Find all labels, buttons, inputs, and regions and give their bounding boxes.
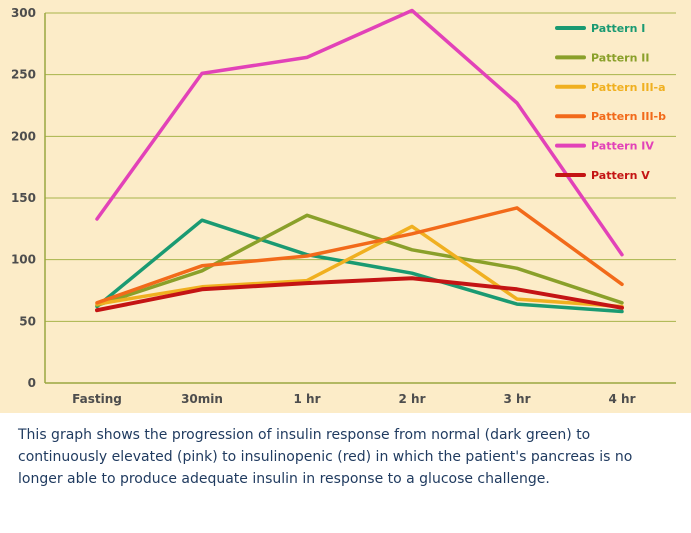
- series-line-pattern-iii-a: [95, 224, 624, 309]
- y-tick-label: 200: [11, 129, 36, 143]
- x-tick-label: 2 hr: [399, 392, 426, 406]
- series-layer: [95, 8, 624, 314]
- series-line-pattern-ii: [95, 213, 624, 308]
- series-line-pattern-v: [95, 276, 624, 313]
- legend-label: Pattern III-b: [591, 110, 666, 123]
- legend-label: Pattern I: [591, 22, 645, 35]
- legend-label: Pattern II: [591, 51, 649, 64]
- series-line-pattern-iv: [95, 8, 624, 257]
- x-tick-label: 4 hr: [609, 392, 636, 406]
- x-tick-label: Fasting: [72, 392, 122, 406]
- y-tick-label: 50: [19, 314, 36, 328]
- y-tick-label: 300: [11, 6, 36, 20]
- grid-layer: [45, 12, 676, 322]
- axis-layer: 0 50 100 150 200 250 300 Fasting 30min 1 hr 2 hr 3 …: [11, 6, 676, 406]
- chart-caption: This graph shows the progression of insu…: [18, 427, 633, 487]
- x-tick-label: 30min: [181, 392, 223, 406]
- y-tick-label: 100: [11, 253, 36, 267]
- legend-label: Pattern III-a: [591, 81, 666, 94]
- y-tick-label: 150: [11, 191, 36, 205]
- insulin-response-chart: 0 50 100 150 200 250 300 Fasting 30min 1 hr 2 hr 3 …: [11, 6, 676, 406]
- y-tick-label: 0: [28, 376, 36, 390]
- chart-panel: 0 50 100 150 200 250 300 Fasting 30min 1 hr 2 hr 3 …: [0, 0, 691, 413]
- legend-label: Pattern IV: [591, 140, 654, 153]
- legend: Pattern I Pattern II Pattern III-a Pattern …: [555, 22, 666, 182]
- legend-label: Pattern V: [591, 169, 650, 182]
- series-line-pattern-iii-b: [95, 206, 624, 305]
- y-tick-label: 250: [11, 68, 36, 82]
- x-tick-label: 1 hr: [294, 392, 321, 406]
- series-line-pattern-i: [95, 218, 624, 314]
- x-tick-label: 3 hr: [504, 392, 531, 406]
